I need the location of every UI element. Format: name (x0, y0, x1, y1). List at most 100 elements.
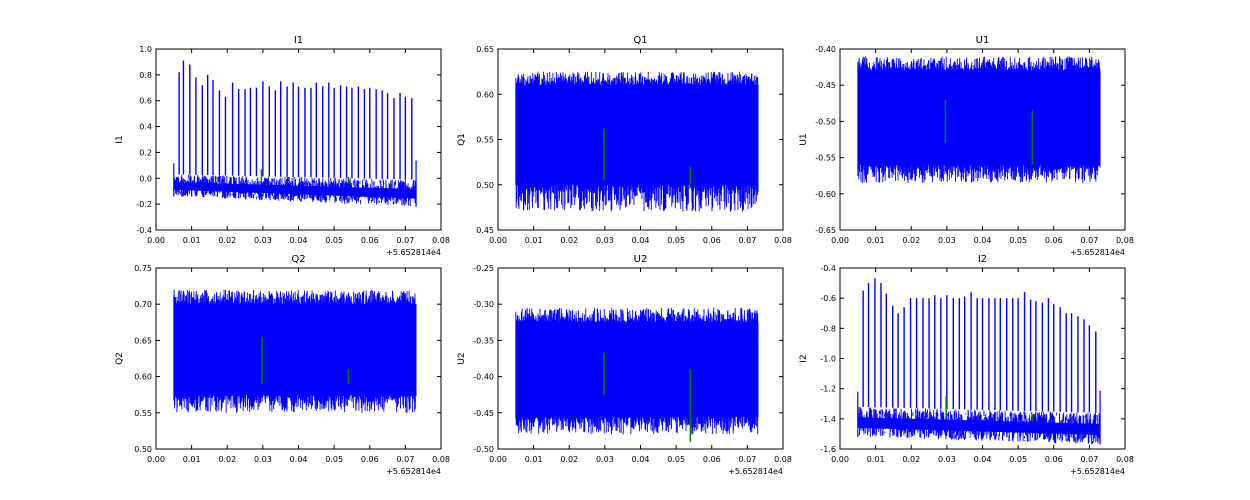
y-tick-label: -0.25 (473, 264, 494, 273)
x-tick-label: 0.06 (361, 236, 379, 245)
x-tick-label: 0.01 (867, 455, 885, 464)
x-tick-label: 0.06 (1045, 455, 1063, 464)
subplot-title: I1 (294, 35, 303, 46)
y-tick-label: -0.8 (820, 324, 836, 333)
y-tick-label: 0.45 (476, 226, 494, 235)
x-offset-label: +5.652814e4 (1070, 248, 1125, 257)
x-tick-label: 0.05 (1009, 236, 1027, 245)
x-tick-label: 0.01 (867, 236, 885, 245)
x-tick-label: 0.02 (902, 455, 920, 464)
y-tick-label: 1.0 (139, 45, 152, 54)
x-tick-label: 0.08 (1116, 455, 1134, 464)
y-tick-label: -0.40 (815, 45, 836, 54)
x-tick-label: 0.06 (361, 455, 379, 464)
x-tick-label: 0.05 (667, 236, 685, 245)
plot-area (173, 289, 417, 413)
x-tick-label: 0.05 (1009, 455, 1027, 464)
x-tick-label: 0.07 (396, 455, 414, 464)
y-tick-label: -0.65 (815, 226, 836, 235)
y-tick-label: -0.6 (820, 294, 836, 303)
y-tick-label: -0.4 (820, 264, 836, 273)
x-tick-label: 0.05 (325, 455, 343, 464)
y-axis-label: U2 (457, 352, 467, 364)
x-offset-label: +5.652814e4 (386, 467, 441, 476)
y-tick-label: -0.4 (136, 226, 152, 235)
y-tick-label: 0.75 (134, 264, 152, 273)
x-tick-label: 0.06 (1045, 236, 1063, 245)
y-axis-label: Q2 (115, 352, 125, 365)
y-tick-label: -0.60 (815, 190, 836, 199)
subplot-i1: 0.00 0.01 0.02 0.03 0.04 0.05 0.06 0.07 0.08 -0.4… (115, 35, 450, 257)
x-tick-label: 0.08 (432, 455, 450, 464)
series-noise (173, 289, 417, 413)
subplot-title: U1 (976, 35, 990, 46)
x-tick-label: 0.04 (974, 236, 992, 245)
x-tick-label: 0.07 (1080, 455, 1098, 464)
x-tick-label: 0.01 (525, 455, 543, 464)
y-tick-label: -0.30 (473, 300, 494, 309)
x-tick-label: 0.05 (325, 236, 343, 245)
x-tick-label: 0.08 (432, 236, 450, 245)
x-tick-label: 0.01 (525, 236, 543, 245)
plot-area (515, 71, 759, 212)
x-tick-label: 0.01 (183, 236, 201, 245)
x-tick-label: 0.03 (596, 455, 614, 464)
x-tick-label: 0.03 (254, 455, 272, 464)
plot-area (515, 307, 759, 442)
x-tick-label: 0.00 (489, 455, 507, 464)
plot-area (857, 278, 1101, 445)
x-tick-label: 0.04 (632, 455, 650, 464)
y-tick-label: 0.2 (139, 148, 152, 157)
y-axis-label: Q1 (457, 133, 467, 146)
y-tick-label: 0.50 (134, 445, 152, 454)
y-tick-label: -0.40 (473, 373, 494, 382)
x-tick-label: 0.07 (1080, 236, 1098, 245)
y-tick-label: 0.60 (476, 90, 494, 99)
x-tick-label: 0.03 (254, 236, 272, 245)
x-tick-label: 0.00 (147, 236, 165, 245)
x-tick-label: 0.04 (974, 455, 992, 464)
x-tick-label: 0.00 (147, 455, 165, 464)
series-noise (515, 71, 759, 212)
subplot-title: Q1 (633, 35, 647, 46)
plot-area (857, 56, 1101, 183)
x-tick-label: 0.04 (632, 236, 650, 245)
x-tick-label: 0.02 (560, 455, 578, 464)
subplot-q1: 0.00 0.01 0.02 0.03 0.04 0.05 0.06 0.07 0.08 0.45… (457, 35, 792, 245)
y-tick-label: 0.55 (476, 136, 494, 145)
x-tick-label: 0.04 (290, 455, 308, 464)
x-tick-label: 0.04 (290, 236, 308, 245)
y-tick-label: -0.55 (815, 154, 836, 163)
y-tick-label: 0.65 (134, 336, 152, 345)
y-tick-label: 0.65 (476, 45, 494, 54)
series-noise (515, 307, 759, 435)
subplot-title: U2 (634, 254, 648, 265)
x-tick-label: 0.07 (738, 236, 756, 245)
y-tick-label: 0.8 (139, 71, 152, 80)
series-noise (857, 56, 1101, 183)
subplot-u2: 0.00 0.01 0.02 0.03 0.04 0.05 0.06 0.07 0.08 -0.5… (457, 254, 792, 476)
y-tick-label: 0.60 (134, 373, 152, 382)
y-tick-label: -0.45 (473, 409, 494, 418)
x-tick-label: 0.05 (667, 455, 685, 464)
x-tick-label: 0.06 (703, 236, 721, 245)
subplot-title: I2 (978, 254, 987, 265)
y-tick-label: 0.0 (139, 174, 152, 183)
x-tick-label: 0.03 (938, 455, 956, 464)
y-tick-label: 0.70 (134, 300, 152, 309)
subplot-u1: 0.00 0.01 0.02 0.03 0.04 0.05 0.06 0.07 0.08 -0.6… (799, 35, 1134, 257)
y-tick-label: -0.2 (136, 200, 152, 209)
x-tick-label: 0.03 (938, 236, 956, 245)
y-tick-label: 0.55 (134, 409, 152, 418)
y-tick-label: 0.50 (476, 181, 494, 190)
x-tick-label: 0.00 (489, 236, 507, 245)
x-tick-label: 0.08 (774, 455, 792, 464)
x-offset-label: +5.652814e4 (728, 467, 783, 476)
x-tick-label: 0.07 (396, 236, 414, 245)
x-tick-label: 0.02 (902, 236, 920, 245)
subplot-i2: 0.00 0.01 0.02 0.03 0.04 0.05 0.06 0.07 0.08 -1.6… (799, 254, 1134, 476)
y-tick-label: 0.6 (139, 97, 152, 106)
y-tick-label: -0.50 (815, 117, 836, 126)
x-tick-label: 0.07 (738, 455, 756, 464)
